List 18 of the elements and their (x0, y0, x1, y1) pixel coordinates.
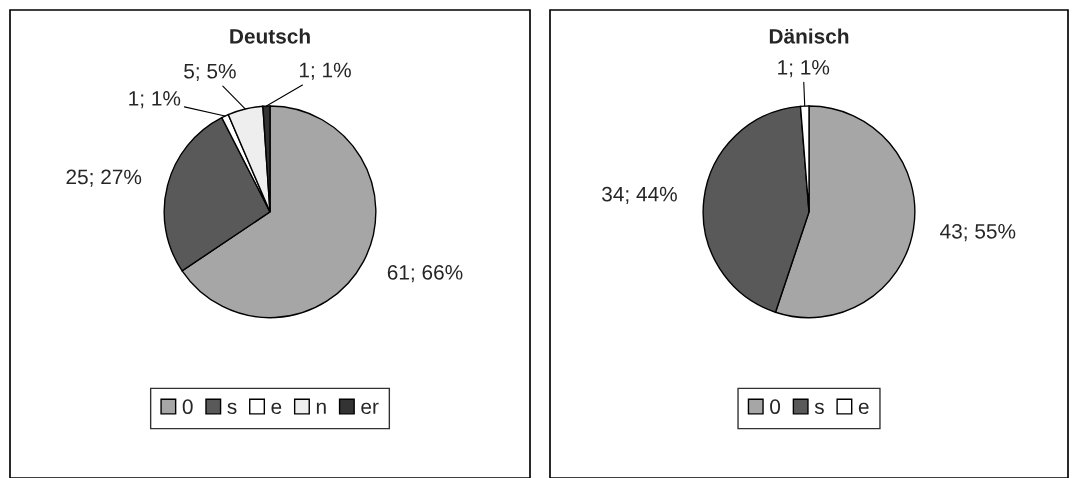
legend-label: 0 (182, 399, 193, 415)
legend-label: e (271, 402, 282, 415)
legend-label: s (814, 402, 824, 415)
data-label: 1; 1% (299, 62, 351, 80)
legend-label: er (361, 402, 379, 415)
legend-label: s (227, 402, 237, 415)
chart-title: Dänisch (769, 28, 849, 44)
data-label: 61; 66% (387, 264, 463, 283)
chart-title: Deutsch (230, 28, 310, 44)
legend-label: n (316, 402, 326, 414)
data-label: 1; 1% (129, 91, 181, 109)
data-label: 43; 55% (940, 223, 1016, 242)
data-label: 25; 27% (66, 169, 142, 187)
data-label: 1; 1% (778, 60, 830, 78)
legend-label: 0 (770, 399, 781, 415)
legend-label: e (858, 402, 869, 415)
data-label: 5; 5% (184, 63, 236, 81)
data-label: 34; 44% (602, 186, 677, 204)
